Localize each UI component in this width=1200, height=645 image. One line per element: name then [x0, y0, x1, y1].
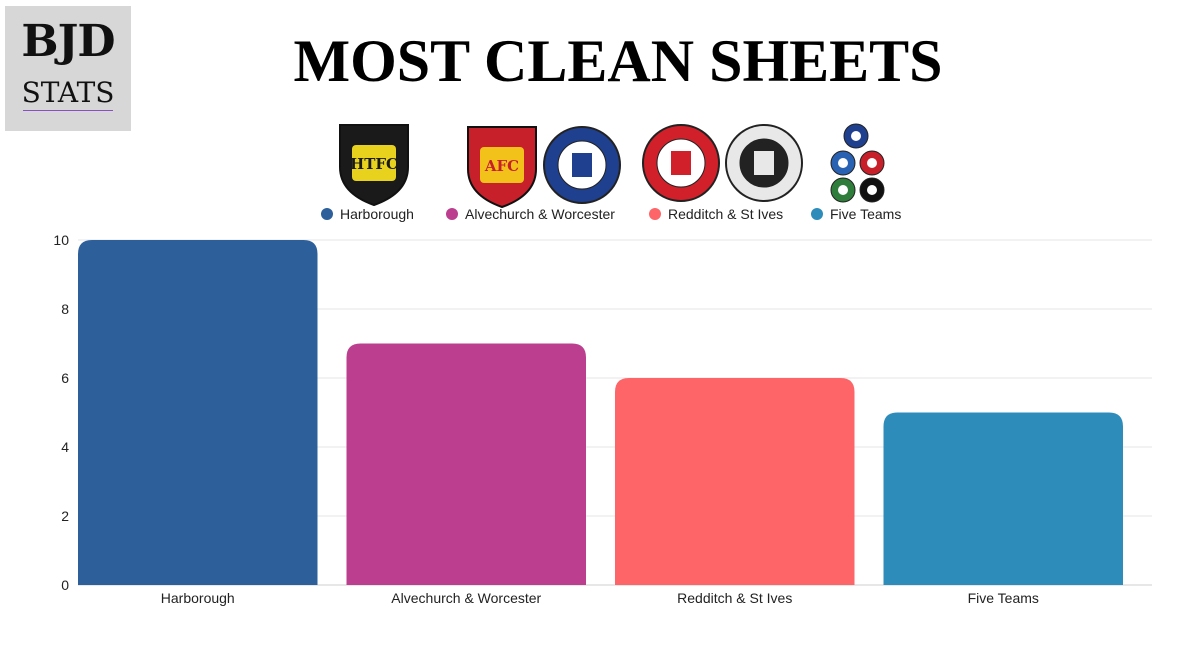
x-tick-label: Redditch & St Ives	[677, 590, 792, 606]
crest-emblem	[754, 151, 774, 175]
y-axis: 0 2 4 6 8 10	[53, 232, 69, 593]
crest-panel	[352, 145, 396, 181]
legend-item-0: Harborough	[321, 206, 414, 222]
crest-emblem	[671, 151, 691, 175]
legend-label: Alvechurch & Worcester	[465, 206, 615, 222]
chart-bars	[78, 240, 1123, 585]
crest-emblem	[572, 153, 592, 177]
club-crests: HTFC AFC	[339, 123, 885, 209]
chart-legend: Harborough Alvechurch & Worcester Redditch…	[321, 206, 901, 222]
small-crest-centre	[838, 158, 848, 168]
crest-text: AFC	[484, 157, 519, 175]
x-tick-label: Alvechurch & Worcester	[391, 590, 541, 606]
bar-3	[883, 412, 1123, 585]
legend-item-1: Alvechurch & Worcester	[446, 206, 615, 222]
crest-text: HTFC	[350, 155, 398, 173]
y-tick-label: 10	[53, 232, 69, 248]
chart-title: MOST CLEAN SHEETS	[293, 28, 943, 94]
worcester-city-crest	[543, 126, 621, 204]
small-crest-centre	[867, 158, 877, 168]
bar-0	[78, 240, 318, 585]
small-crest-centre	[838, 185, 848, 195]
st-ives-town-crest	[725, 124, 803, 202]
y-tick-label: 4	[61, 439, 69, 455]
legend-label: Redditch & St Ives	[668, 206, 783, 222]
y-tick-label: 8	[61, 301, 69, 317]
legend-item-2: Redditch & St Ives	[649, 206, 783, 222]
x-tick-label: Harborough	[161, 590, 235, 606]
small-crest-centre	[851, 131, 861, 141]
logo-main-text: BJD	[21, 16, 115, 67]
bar-1	[346, 343, 586, 585]
y-tick-label: 6	[61, 370, 69, 386]
legend-swatch	[446, 208, 458, 220]
htfc-crest: HTFC	[339, 124, 409, 207]
legend-label: Five Teams	[830, 206, 901, 222]
logo-sub-text: STATS	[21, 76, 115, 109]
legend-item-3: Five Teams	[811, 206, 901, 222]
legend-swatch	[321, 208, 333, 220]
legend-swatch	[649, 208, 661, 220]
legend-swatch	[811, 208, 823, 220]
legend-label: Harborough	[340, 206, 414, 222]
afc-crest: AFC	[467, 126, 537, 209]
small-crest-centre	[867, 185, 877, 195]
crest-panel	[480, 147, 524, 183]
y-tick-label: 2	[61, 508, 69, 524]
x-axis: Harborough Alvechurch & Worcester Redditch…	[161, 590, 1039, 606]
bjd-stats-logo: BJD STATS	[5, 6, 131, 131]
logo-underline	[23, 110, 113, 111]
x-tick-label: Five Teams	[968, 590, 1039, 606]
bar-2	[615, 378, 855, 585]
five-teams-crests	[830, 123, 885, 203]
y-tick-label: 0	[61, 577, 69, 593]
redditch-united-crest	[642, 124, 720, 202]
